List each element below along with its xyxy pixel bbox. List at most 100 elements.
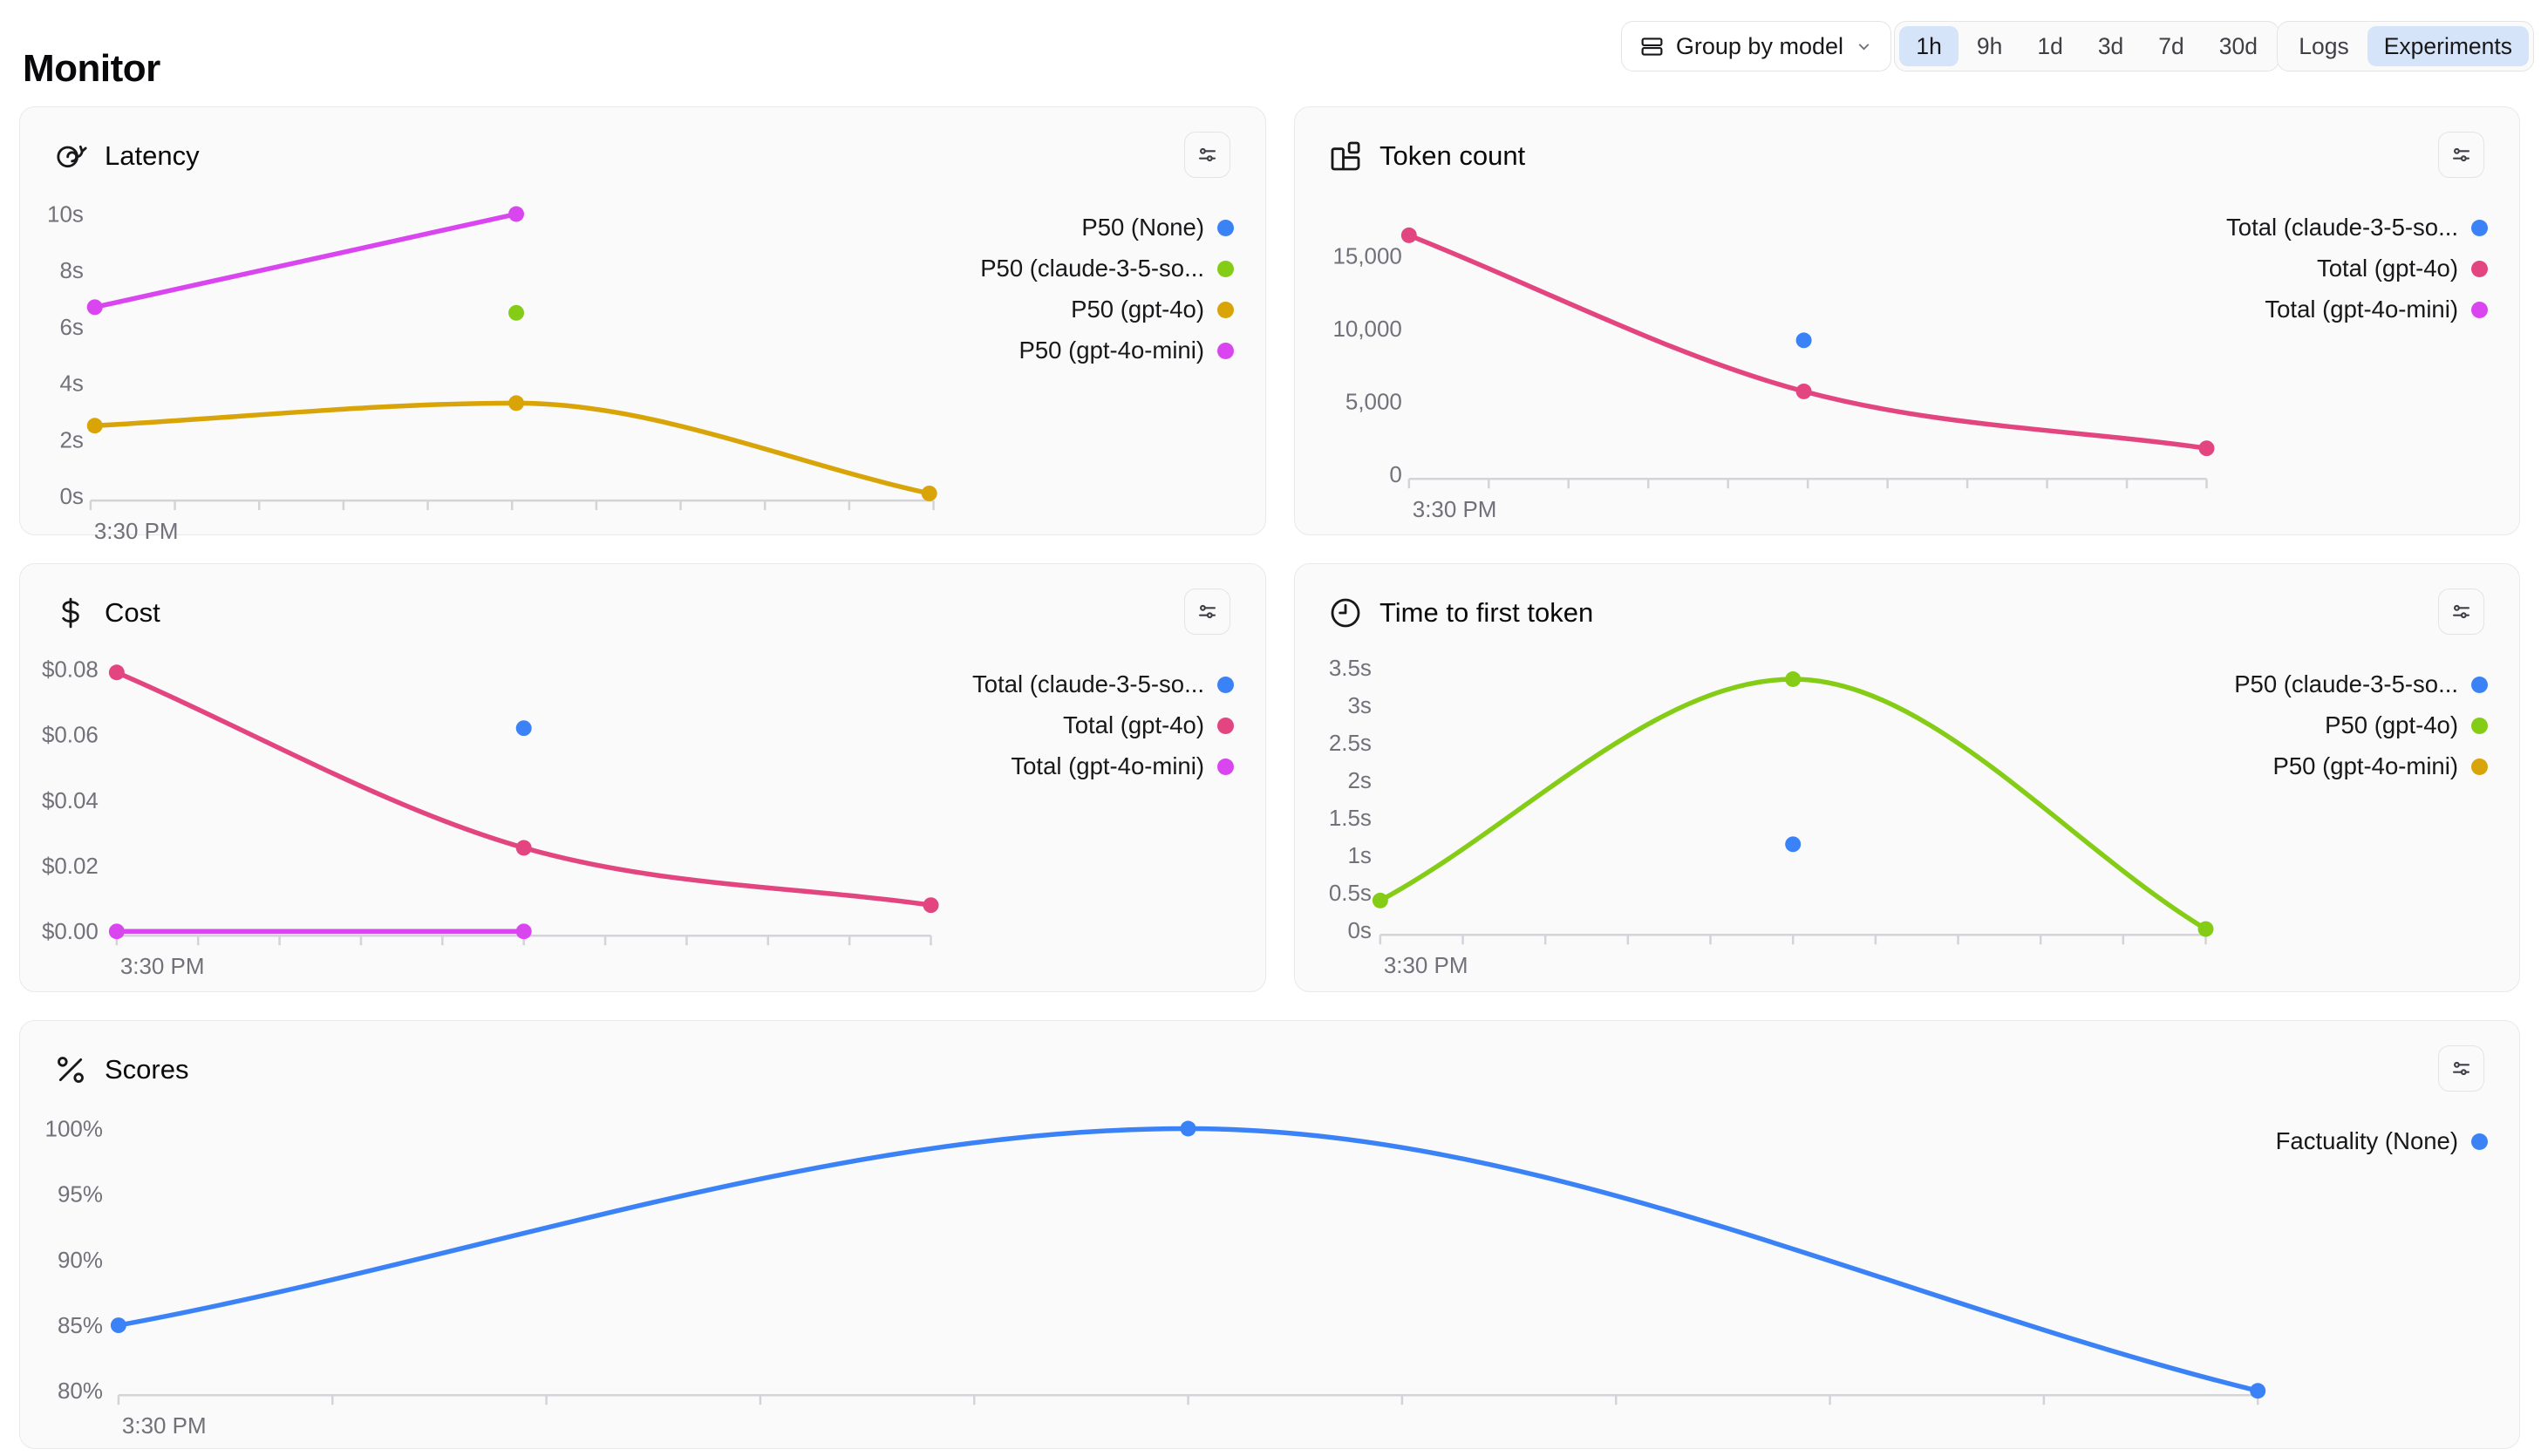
y-axis-tick-label: 6s [59, 316, 83, 340]
y-axis-tick-label: $0.04 [42, 789, 99, 813]
legend-color-dot [2471, 758, 2488, 775]
token-count-card-header: Token count [1328, 139, 1525, 173]
legend-label: P50 (claude-3-5-so... [2234, 670, 2458, 697]
legend-color-dot [1217, 260, 1234, 277]
rows-icon [1641, 37, 1663, 56]
legend-item[interactable]: P50 (gpt-4o) [1071, 296, 1234, 323]
legend-item[interactable]: Total (claude-3-5-so... [972, 670, 1234, 697]
legend-item[interactable]: Total (claude-3-5-so... [2226, 214, 2488, 241]
time-to-first-token-card: Time to first token 0s 0.5s 1s 1.5s 2s 2.5s 3s… [1294, 563, 2520, 992]
data-point [110, 1317, 126, 1334]
cost-card: Cost $0.00 $0.02 $0.04 $0.06 $0.08 3:30 PM To… [19, 563, 1266, 992]
legend-label: Total (gpt-4o-mini) [2265, 296, 2458, 323]
card-title: Time to first token [1379, 597, 1594, 628]
legend-item[interactable]: P50 (gpt-4o) [2325, 711, 2488, 738]
scores-chart-settings-button[interactable] [2438, 1045, 2484, 1092]
y-axis-tick-label: 85% [58, 1314, 103, 1338]
legend-item[interactable]: P50 (gpt-4o-mini) [2272, 752, 2488, 779]
cost-chart-canvas[interactable]: $0.00 $0.02 $0.04 $0.06 $0.08 3:30 PM [20, 564, 1265, 991]
card-title: Cost [105, 597, 160, 628]
latency-chart-canvas[interactable]: 0s 2s 4s 6s 8s 10s 3:30 PM [20, 107, 1265, 544]
view-toggle-experiments[interactable]: Experiments [2367, 26, 2529, 66]
data-point [923, 897, 939, 914]
legend-label: Total (claude-3-5-so... [2226, 214, 2458, 241]
clock-icon [1331, 598, 1360, 628]
data-point [1372, 892, 1388, 908]
dollar-icon [62, 597, 79, 629]
legend-label: Total (claude-3-5-so... [972, 670, 1204, 697]
legend-item[interactable]: Total (gpt-4o-mini) [1011, 752, 1234, 779]
token-count-chart-canvas[interactable]: 0 5,000 10,000 15,000 3:30 PM [1295, 107, 2519, 534]
data-point [1400, 227, 1417, 243]
data-point [921, 485, 937, 501]
x-axis-start-label: 3:30 PM [94, 520, 179, 544]
y-axis-tick-label: 0s [1347, 919, 1371, 943]
legend-label: Factuality (None) [2275, 1127, 2458, 1154]
y-axis-tick-label: 100% [45, 1117, 103, 1141]
scores-legend: Factuality (None) [2275, 1127, 2488, 1154]
y-axis-tick-label: 10,000 [1332, 317, 1401, 342]
legend-label: Total (gpt-4o) [2316, 255, 2458, 282]
data-point [515, 840, 532, 856]
legend-item[interactable]: Total (gpt-4o) [2316, 255, 2488, 282]
legend-item[interactable]: Total (gpt-4o) [1063, 711, 1234, 738]
time-range-9h[interactable]: 9h [1960, 26, 2019, 66]
legend-label: P50 (claude-3-5-so... [980, 255, 1204, 282]
sliders-icon [2452, 147, 2470, 162]
group-by-label: Group by model [1675, 32, 1843, 59]
view-toggle-logs[interactable]: Logs [2282, 26, 2365, 66]
legend-label: P50 (gpt-4o-mini) [2272, 752, 2458, 779]
time-range-1d[interactable]: 1d [2020, 26, 2079, 66]
data-point [508, 304, 525, 321]
legend-item[interactable]: P50 (claude-3-5-so... [980, 255, 1234, 282]
legend-item[interactable]: P50 (gpt-4o-mini) [1019, 337, 1234, 364]
legend-item[interactable]: P50 (claude-3-5-so... [2234, 670, 2488, 697]
latency-chart-settings-button[interactable] [1184, 132, 1230, 178]
percent-icon [58, 1057, 84, 1083]
time-range-30d[interactable]: 30d [2203, 26, 2274, 66]
legend-color-dot [2471, 1133, 2488, 1150]
data-point [508, 206, 525, 222]
legend-color-dot [2471, 219, 2488, 236]
cost-legend: Total (claude-3-5-so... Total (gpt-4o) Tot… [972, 670, 1234, 779]
cost-card-header: Cost [53, 595, 160, 630]
ttft-chart-canvas[interactable]: 0s 0.5s 1s 1.5s 2s 2.5s 3s 3.5s 3:30 PM [1295, 564, 2519, 991]
y-axis-tick-label: 90% [58, 1248, 103, 1273]
token-count-chart-settings-button[interactable] [2438, 132, 2484, 178]
legend-label: P50 (None) [1081, 214, 1204, 241]
y-axis-tick-label: 8s [59, 259, 83, 283]
group-by-model-dropdown[interactable]: Group by model [1620, 21, 1891, 71]
ttft-chart-settings-button[interactable] [2438, 589, 2484, 635]
y-axis-tick-label: 2s [1347, 769, 1371, 793]
scores-chart-canvas[interactable]: 80% 85% 90% 95% 100% 3:30 PM [20, 1021, 2519, 1448]
data-point [2198, 440, 2215, 457]
y-axis-tick-label: 1.5s [1329, 806, 1372, 831]
latency-card-header: Latency [53, 139, 200, 173]
data-point [86, 418, 103, 434]
y-axis-tick-label: 3s [1347, 694, 1371, 718]
data-point [108, 923, 125, 940]
time-range-7d[interactable]: 7d [2142, 26, 2200, 66]
y-axis-tick-label: 0.5s [1329, 881, 1372, 906]
card-title: Token count [1379, 140, 1526, 171]
legend-item[interactable]: Total (gpt-4o-mini) [2265, 296, 2488, 323]
legend-label: P50 (gpt-4o) [2325, 711, 2458, 738]
sliders-icon [1198, 147, 1216, 162]
sliders-icon [1198, 604, 1216, 619]
y-axis-tick-label: 80% [58, 1379, 103, 1404]
legend-color-dot [1217, 758, 1234, 775]
legend-color-dot [2471, 676, 2488, 693]
legend-color-dot [1217, 342, 1234, 359]
legend-item[interactable]: P50 (None) [1081, 214, 1234, 241]
legend-color-dot [2471, 717, 2488, 734]
time-range-1h[interactable]: 1h [1899, 26, 1959, 66]
x-axis-start-label: 3:30 PM [120, 955, 205, 979]
data-point [1785, 671, 1802, 687]
y-axis-tick-label: 95% [58, 1183, 103, 1208]
time-range-3d[interactable]: 3d [2081, 26, 2140, 66]
y-axis-tick-label: 0s [59, 485, 83, 509]
legend-item[interactable]: Factuality (None) [2275, 1127, 2488, 1154]
y-axis-tick-label: $0.06 [42, 724, 99, 748]
cost-chart-settings-button[interactable] [1184, 589, 1230, 635]
